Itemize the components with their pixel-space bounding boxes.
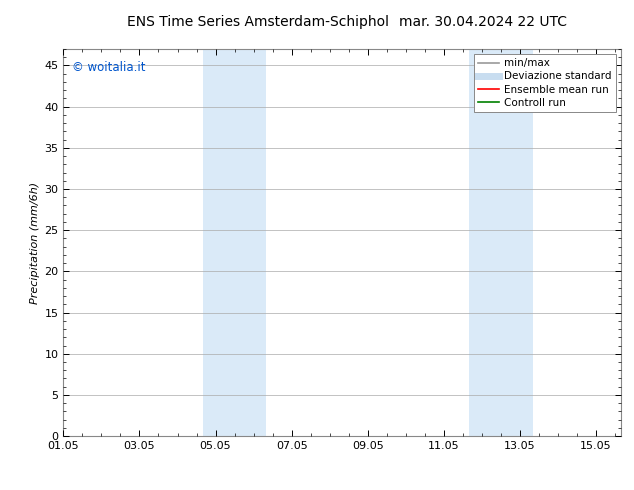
Text: ENS Time Series Amsterdam-Schiphol: ENS Time Series Amsterdam-Schiphol bbox=[127, 15, 389, 29]
Bar bbox=[203, 49, 266, 436]
Text: © woitalia.it: © woitalia.it bbox=[72, 61, 145, 74]
Legend: min/max, Deviazione standard, Ensemble mean run, Controll run: min/max, Deviazione standard, Ensemble m… bbox=[474, 54, 616, 112]
Y-axis label: Precipitation (mm/6h): Precipitation (mm/6h) bbox=[30, 181, 40, 304]
Bar bbox=[469, 49, 533, 436]
Text: mar. 30.04.2024 22 UTC: mar. 30.04.2024 22 UTC bbox=[399, 15, 567, 29]
